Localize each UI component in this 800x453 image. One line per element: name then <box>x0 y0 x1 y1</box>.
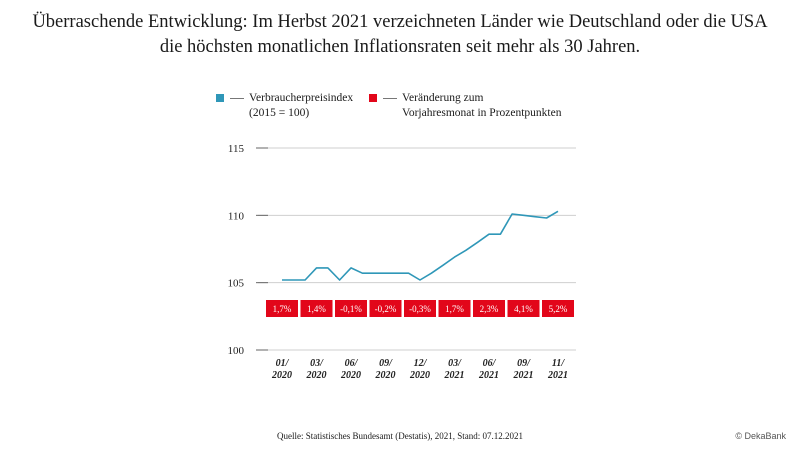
series-line-cpi <box>282 210 559 281</box>
x-tick-label: 01/2020 <box>271 358 292 381</box>
legend-label-cpi-line-2: (2015 = 100) <box>249 107 310 119</box>
legend-dash-change <box>383 98 397 99</box>
chart-title-line-1: Überraschende Entwicklung: Im Herbst 202… <box>32 12 768 32</box>
change-label-box <box>300 300 333 317</box>
change-label: -0,1% <box>340 304 362 314</box>
legend-label-cpi-line-1: Verbraucherpreisindex <box>249 92 354 104</box>
change-label: 5,2% <box>549 304 568 314</box>
change-label: -0,3% <box>409 304 431 314</box>
x-tick-label: 06/2021 <box>478 358 499 381</box>
change-label-box <box>369 300 402 317</box>
x-tick-label: 03/2020 <box>306 358 327 381</box>
legend-label-change-line-2: Vorjahresmonat in Prozentpunkten <box>402 107 562 119</box>
chart-title: Überraschende Entwicklung: Im Herbst 202… <box>0 10 800 60</box>
x-tick-label: 09/2021 <box>513 358 534 381</box>
change-label-box <box>542 300 574 317</box>
copyright-brand: © DekaBank <box>735 431 786 441</box>
x-tick-label: 03/2021 <box>444 358 465 381</box>
change-label-box <box>473 300 505 317</box>
change-label: 1,7% <box>445 304 464 314</box>
change-label: -0,2% <box>375 304 397 314</box>
y-tick-label: 110 <box>228 210 245 222</box>
chart-title-line-2: die höchsten monatlichen Inflationsraten… <box>159 37 641 57</box>
x-tick-label: 06/2020 <box>340 358 361 381</box>
source-note: Quelle: Statistisches Bundesamt (Destati… <box>277 431 523 441</box>
change-label-box <box>507 300 540 317</box>
change-label: 2,3% <box>480 304 499 314</box>
y-tick-label: 115 <box>228 143 245 155</box>
change-label: 1,7% <box>273 304 292 314</box>
change-label: 1,4% <box>307 304 326 314</box>
x-tick-label: 09/2020 <box>375 358 396 381</box>
change-label-box <box>404 300 436 317</box>
legend-label-change-line-1: Veränderung zum <box>402 92 484 104</box>
change-label-box <box>438 300 471 317</box>
change-label: 4,1% <box>514 304 533 314</box>
x-tick-label: 12/2020 <box>409 358 430 381</box>
y-tick-label: 105 <box>228 278 245 290</box>
x-tick-label: 11/2021 <box>547 358 568 381</box>
legend-swatch-change <box>369 94 377 102</box>
legend-dash-cpi <box>230 98 244 99</box>
legend-swatch-cpi <box>216 94 224 102</box>
y-tick-label: 100 <box>228 345 245 357</box>
change-label-box <box>335 300 367 317</box>
change-label-box <box>266 300 298 317</box>
